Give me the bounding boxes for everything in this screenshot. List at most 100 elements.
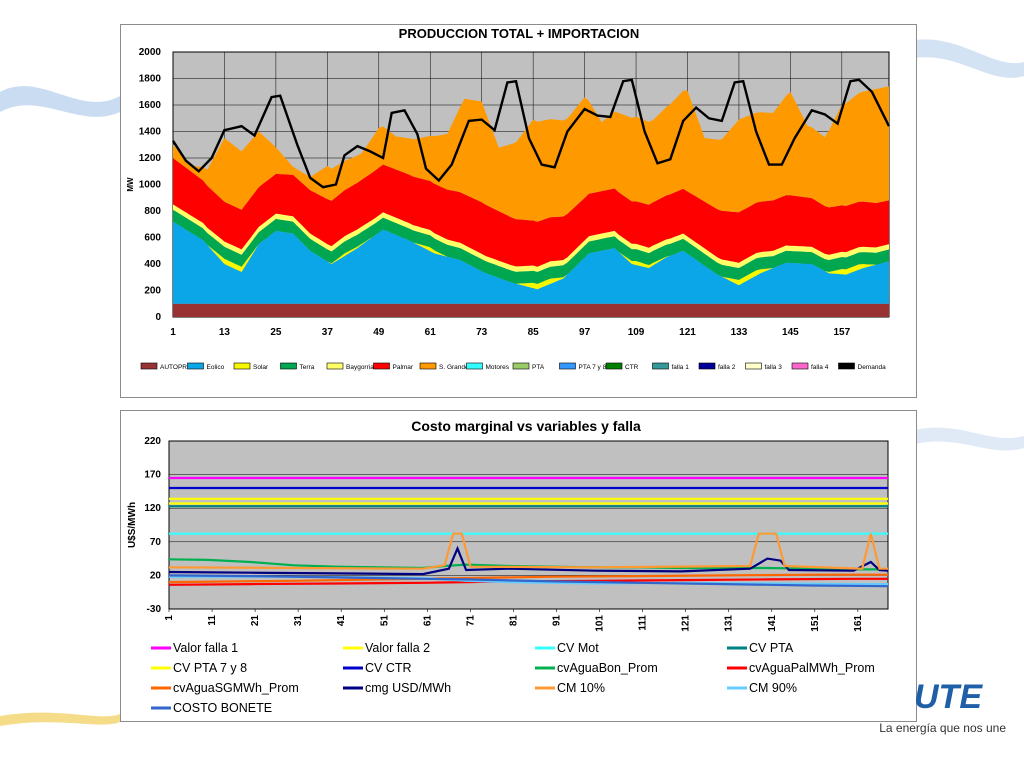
y-tick-label: 600: [144, 233, 161, 244]
background-swoosh-right-lower: [915, 427, 1024, 451]
x-tick-label: 121: [681, 615, 692, 632]
x-tick-label: 49: [373, 327, 385, 338]
y-tick-label: 1800: [139, 74, 162, 85]
line-cm-10: [168, 532, 888, 570]
legend-label-valor-falla-2: Valor falla 2: [365, 641, 430, 655]
legend-label-pta: PTA: [532, 364, 545, 371]
x-tick-label: 71: [465, 615, 476, 627]
x-tick-label: 109: [628, 327, 645, 338]
background-swoosh-right: [915, 39, 1024, 78]
legend-label-valor-falla-1: Valor falla 1: [173, 641, 238, 655]
marginal-cost-chart: Costo marginal vs variables y falla U$S/M…: [127, 418, 889, 715]
production-chart: PRODUCCION TOTAL + IMPORTACION MW 0 200 400 6…: [126, 26, 891, 371]
legend-swatch-falla-2: [698, 362, 716, 370]
x-tick-label: 61: [425, 327, 437, 338]
x-tick-label: 11: [207, 615, 218, 626]
legend-label-falla-2: falla 2: [718, 364, 736, 371]
legend-label-falla-1: falla 1: [672, 364, 690, 371]
x-tick-label: 81: [508, 615, 519, 627]
legend-label-eolico: Eolico: [207, 364, 225, 371]
legend-label-cvaguapalmwh-prom: cvAguaPalMWh_Prom: [749, 661, 875, 675]
x-tick-label: 121: [679, 327, 696, 338]
line-demanda: [171, 78, 891, 189]
legend-label-cvaguabon-prom: cvAguaBon_Prom: [557, 661, 658, 675]
area-baygorria: [173, 204, 889, 272]
x-tick-label: 91: [551, 615, 562, 627]
legend-swatch-baygorria: [326, 362, 344, 370]
legend-label-autoprod: AUTOPROD: [160, 364, 197, 371]
area-palmar: [173, 158, 889, 267]
y-tick-label: 1600: [139, 100, 162, 111]
legend-swatch-solar: [233, 362, 251, 370]
line-cvaguasgmwh-prom: [168, 573, 888, 584]
y-tick-label: 1400: [139, 127, 162, 138]
legend-swatch-pta-7-y-8: [559, 362, 576, 370]
legend-swatch-ctr: [605, 362, 623, 370]
legend-label-palmar: Palmar: [393, 364, 414, 371]
legend-swatch-motores: [466, 362, 483, 370]
background-swoosh-bottom: [0, 712, 120, 726]
legend-label-falla-3: falla 3: [765, 364, 783, 371]
line-costo-bonete: [168, 574, 889, 588]
legend-label-cv-ctr: CV CTR: [365, 661, 412, 675]
y-tick-label: 200: [144, 286, 161, 297]
x-tick-label: 145: [782, 327, 799, 338]
legend-label-solar: Solar: [253, 364, 269, 371]
legend-swatch-demanda: [838, 362, 855, 370]
x-tick-label: 1: [170, 327, 176, 338]
legend-swatch-falla-4: [791, 362, 809, 370]
legend-label-baygorria: Baygorria: [346, 364, 374, 371]
legend-label-costo-bonete: COSTO BONETE: [173, 701, 272, 715]
y-axis-label: MW: [126, 177, 135, 192]
area-s-grande: [173, 86, 889, 222]
legend-label-cv-pta: CV PTA: [749, 641, 794, 655]
x-tick-label: 25: [270, 327, 282, 338]
x-tick-label: 141: [767, 615, 778, 632]
legend-label-falla-4: falla 4: [811, 364, 829, 371]
legend-swatch-pta: [512, 362, 530, 370]
legend-swatch-falla-1: [652, 362, 669, 370]
legend-label-cmg-usd-mwh: cmg USD/MWh: [365, 681, 451, 695]
y-tick-label: 1200: [139, 153, 162, 164]
legend-label-demanda: Demanda: [858, 364, 887, 371]
ute-logo: UTE La energía que nos une: [879, 678, 1006, 735]
x-tick-label: 13: [219, 327, 231, 338]
logo-text: UTE: [914, 678, 983, 716]
legend-swatch-terra: [280, 362, 297, 370]
chart-title: PRODUCCION TOTAL + IMPORTACION: [399, 26, 640, 41]
legend-swatch-eolico: [187, 362, 204, 370]
x-tick-label: 97: [579, 327, 591, 338]
legend-label-cm-90: CM 90%: [749, 681, 797, 695]
legend-label-cvaguasgmwh-prom: cvAguaSGMWh_Prom: [173, 681, 299, 695]
y-tick-label: 800: [144, 206, 161, 217]
production-chart-panel: PRODUCCION TOTAL + IMPORTACION MW 0 200 400 6…: [120, 24, 917, 398]
brand-tagline: La energía que nos une: [879, 721, 1006, 735]
y-axis-label: U$S/MWh: [127, 502, 138, 548]
y-tick-label: 2000: [139, 47, 162, 58]
x-tick-label: 51: [379, 615, 390, 627]
y-tick-label: 0: [155, 312, 161, 323]
legend-label-cv-pta-7-y-8: CV PTA 7 y 8: [173, 661, 247, 675]
x-tick-label: 131: [724, 615, 735, 632]
area-autoprod: [173, 303, 889, 317]
y-tick-label: 20: [150, 570, 162, 581]
legend-label-terra: Terra: [300, 364, 315, 371]
x-tick-label: 151: [810, 615, 821, 632]
x-tick-label: 73: [476, 327, 488, 338]
legend-swatch-palmar: [373, 362, 390, 370]
area-eolico: [173, 221, 889, 304]
y-tick-label: 220: [144, 436, 161, 447]
y-tick-label: -30: [147, 604, 162, 615]
legend-label-s-grande: S. Grande: [439, 364, 469, 371]
x-tick-label: 1: [164, 615, 175, 621]
x-tick-label: 161: [853, 615, 864, 632]
marginal-cost-chart-panel: Costo marginal vs variables y falla U$S/M…: [120, 410, 917, 722]
x-tick-label: 111: [638, 615, 649, 631]
y-tick-label: 400: [144, 259, 161, 270]
x-tick-label: 85: [528, 327, 540, 338]
legend-label-motores: Motores: [486, 364, 510, 371]
x-tick-label: 37: [322, 327, 334, 338]
legend-label-ctr: CTR: [625, 364, 639, 371]
legend-label-cv-mot: CV Mot: [557, 641, 599, 655]
